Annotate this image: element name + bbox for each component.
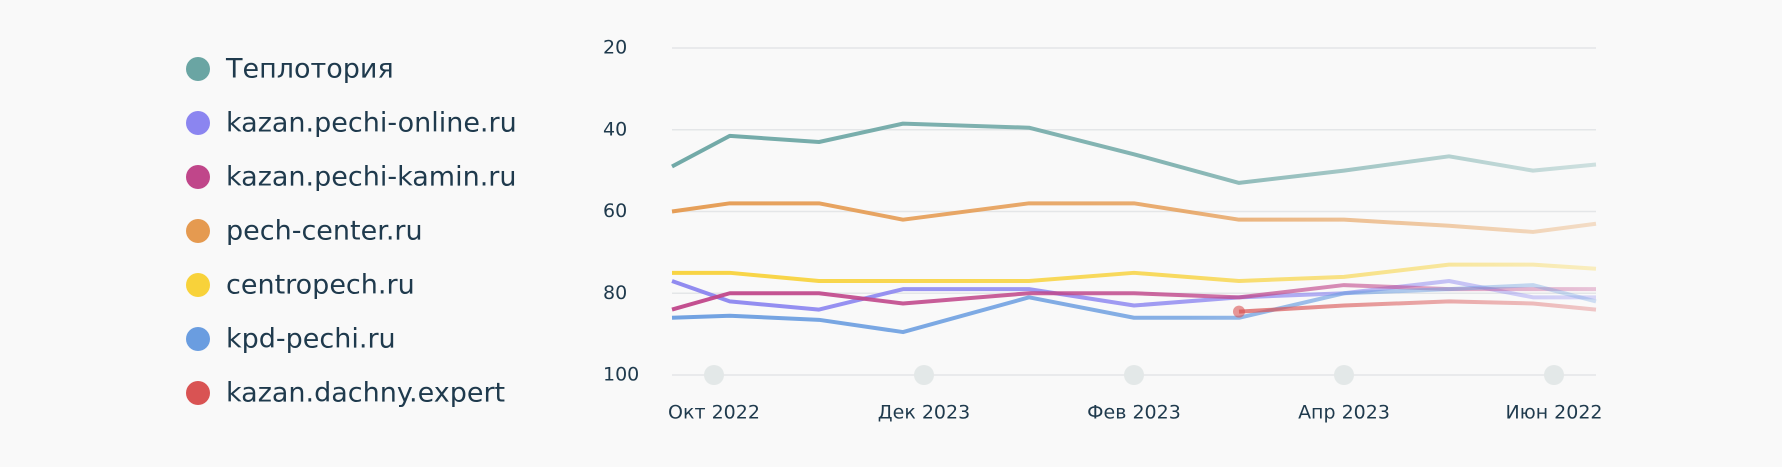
legend-swatch <box>186 111 210 135</box>
legend-swatch <box>186 219 210 243</box>
series-line <box>1238 299 1597 314</box>
y-tick-label: 60 <box>603 200 627 222</box>
y-tick-label: 100 <box>603 364 639 386</box>
x-tick-label: Июн 2022 <box>1505 402 1602 424</box>
legend-swatch <box>186 165 210 189</box>
x-tick-marker <box>1544 365 1564 385</box>
legend-swatch <box>186 57 210 81</box>
x-tick-marker <box>1334 365 1354 385</box>
series-line <box>671 278 1596 312</box>
x-tick-label: Фев 2023 <box>1087 402 1181 424</box>
x-tick-label: Окт 2022 <box>668 402 760 424</box>
legend-label: kazan.dachny.expert <box>226 378 505 409</box>
legend-label: Теплотория <box>225 54 394 85</box>
series-start-dot <box>1233 305 1245 318</box>
series-line <box>671 121 1597 185</box>
legend-label: kazan.pechi-online.ru <box>226 108 517 139</box>
y-tick-label: 20 <box>603 37 627 59</box>
legend-swatch <box>186 327 210 351</box>
legend-swatch <box>186 273 210 297</box>
series-line <box>671 283 1597 335</box>
y-tick-label: 80 <box>603 282 627 304</box>
x-tick-marker <box>914 365 934 385</box>
series-line <box>671 201 1597 234</box>
y-tick-label: 40 <box>603 118 627 140</box>
legend-label: kpd-pechi.ru <box>226 324 396 355</box>
legend-swatch <box>186 381 210 405</box>
x-tick-marker <box>704 365 724 385</box>
x-tick-label: Дек 2023 <box>878 402 970 424</box>
legend-label: kazan.pechi-kamin.ru <box>226 162 517 193</box>
legend-label: centropech.ru <box>226 270 415 301</box>
x-tick-label: Апр 2023 <box>1298 402 1390 424</box>
series-line <box>672 262 1597 283</box>
legend-label: pech-center.ru <box>226 216 423 247</box>
x-tick-marker <box>1124 365 1144 385</box>
